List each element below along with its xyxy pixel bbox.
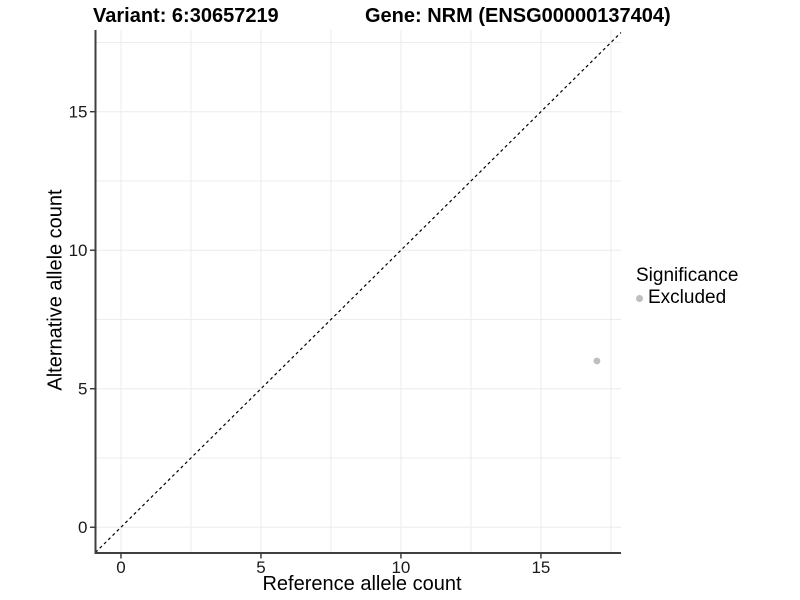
variant-title: Variant: 6:30657219 (93, 5, 279, 27)
legend-item-label: Excluded (648, 287, 727, 308)
y-axis-title: Alternative allele count (44, 189, 67, 391)
y-tick-label: 10 (69, 241, 88, 260)
y-tick-label: 0 (78, 518, 87, 537)
x-tick-label: 5 (256, 558, 265, 577)
x-tick-label: 15 (531, 558, 550, 577)
legend-item-excluded: Excluded (636, 287, 738, 309)
data-point (593, 357, 601, 365)
x-tick-label: 0 (116, 558, 125, 577)
legend-title: Significance (636, 265, 739, 286)
gene-title: Gene: NRM (ENSG00000137404) (365, 5, 671, 27)
x-tick-label: 10 (391, 558, 410, 577)
legend: Significance Excluded (636, 265, 738, 309)
y-tick-label: 15 (69, 103, 88, 122)
excluded-point-icon (636, 294, 643, 302)
identity-line (95, 32, 622, 553)
x-axis-title: Reference allele count (262, 573, 462, 595)
y-tick-label: 5 (78, 380, 87, 399)
